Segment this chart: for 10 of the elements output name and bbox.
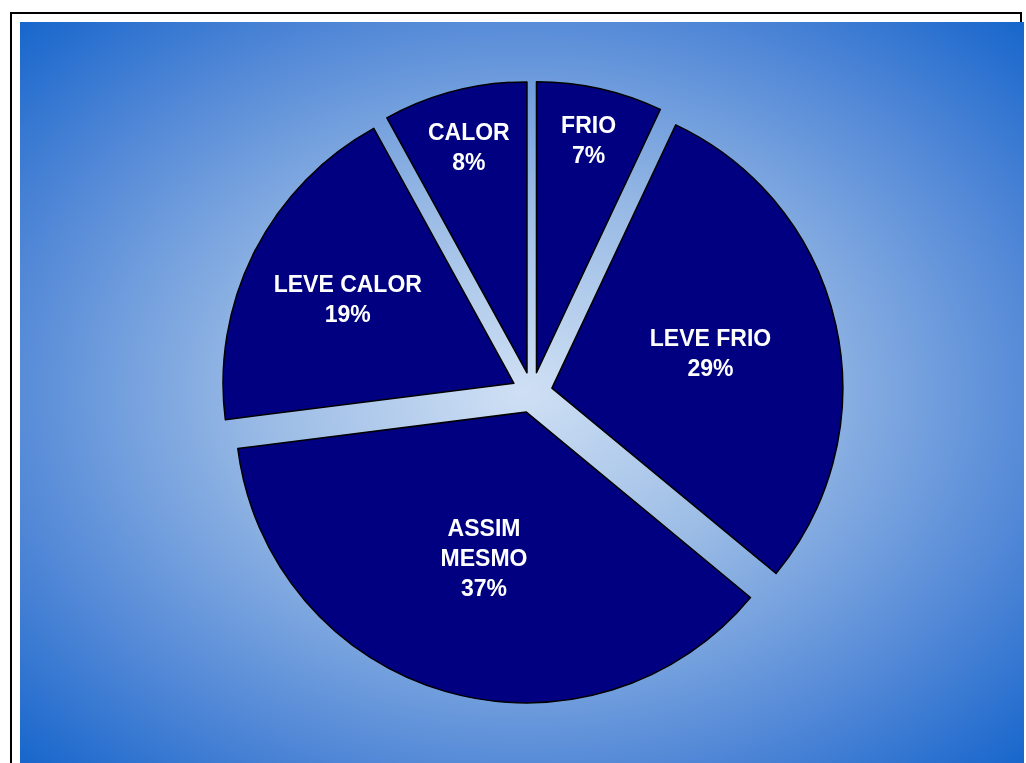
data-label: 37% — [461, 574, 508, 601]
slice-label: LEVE CALOR — [273, 270, 423, 297]
slice-label: LEVE FRIO — [649, 324, 772, 351]
data-label: 7% — [571, 141, 606, 168]
data-label: 19% — [324, 300, 371, 327]
slice-label: FRIO — [561, 111, 617, 138]
slice-label: CALOR — [427, 119, 511, 146]
data-label: 8% — [452, 149, 486, 176]
data-label: 29% — [687, 354, 734, 381]
slice-label: ASSIM MESMO — [440, 514, 528, 571]
